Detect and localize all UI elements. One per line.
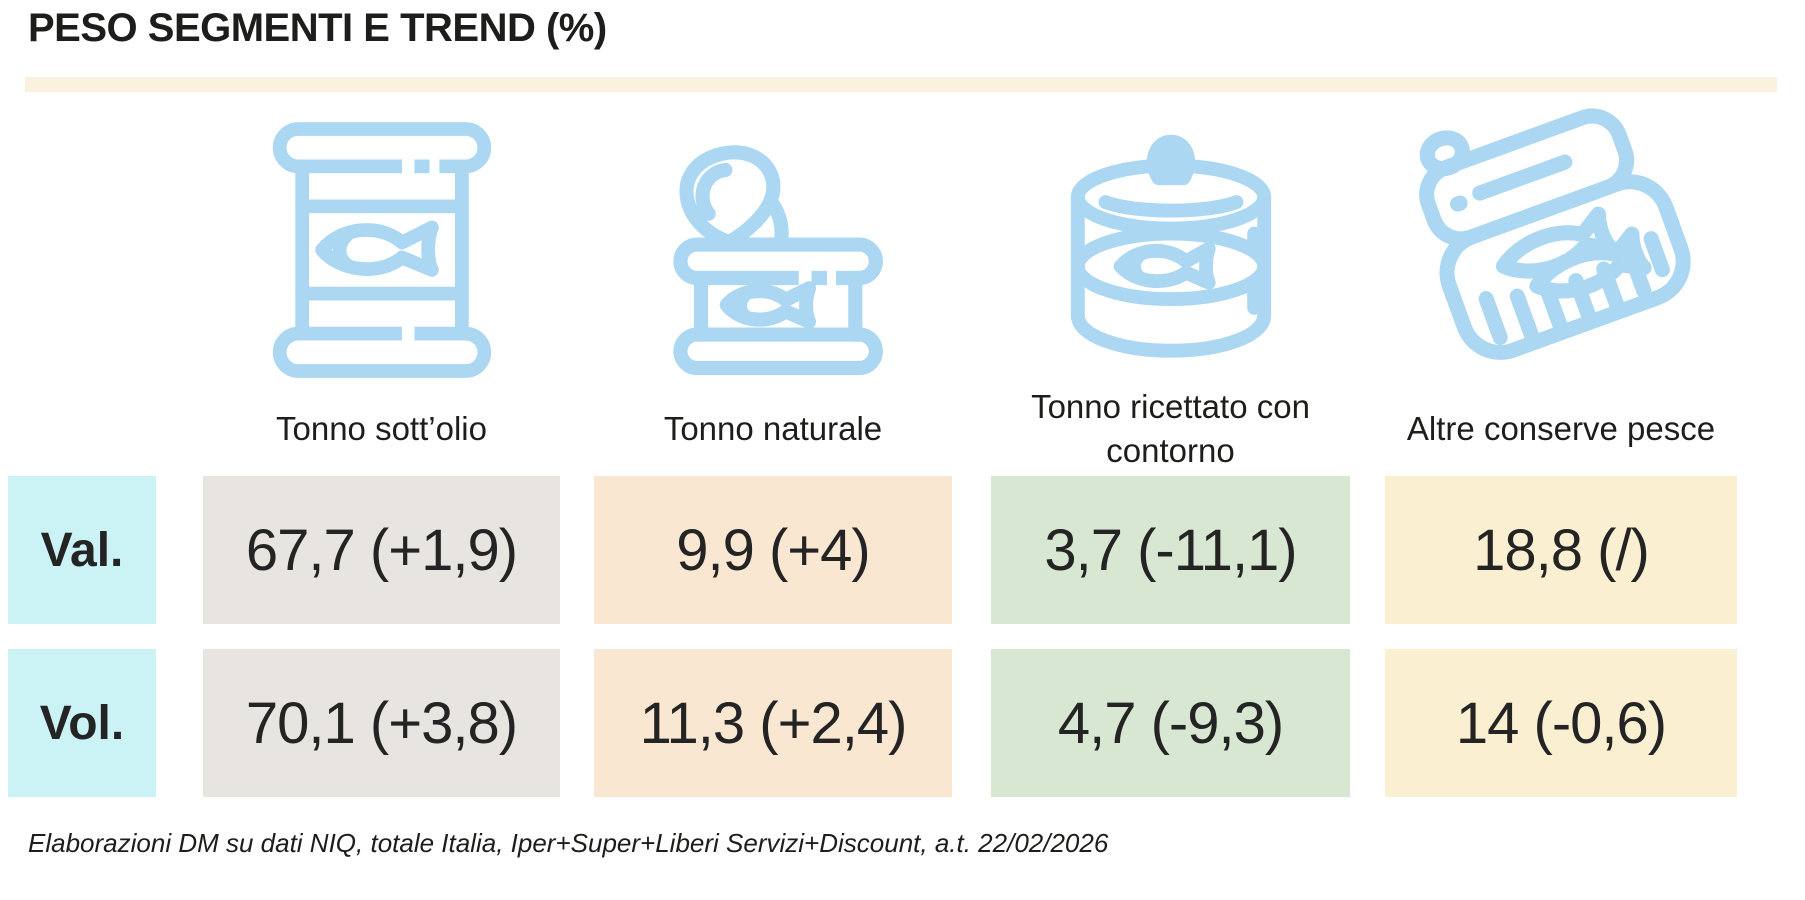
val-cell-tonno-sottolio: 67,7 (+1,9) [203, 476, 560, 624]
page-title: PESO SEGMENTI E TREND (%) [28, 6, 607, 50]
segment-column-tonno-sottolio: Tonno sott’olio [203, 96, 560, 472]
segment-column-tonno-naturale: Tonno naturale [594, 96, 952, 472]
source-note: Elaborazioni DM su dati NIQ, totale Ital… [28, 828, 1109, 858]
vol-cell-tonno-naturale: 11,3 (+2,4) [594, 649, 952, 797]
segment-label: Tonno ricettato con contorno [1031, 388, 1310, 469]
row-header-val: Val. [8, 476, 156, 624]
tall-tuna-can-icon [203, 96, 560, 386]
vol-cell-tonno-sottolio: 70,1 (+3,8) [203, 649, 560, 797]
vol-cell-altre-conserve: 14 (-0,6) [1385, 649, 1737, 797]
val-cell-tonno-ricettato: 3,7 (-11,1) [991, 476, 1350, 624]
segment-label: Altre conserve pesce [1406, 410, 1716, 447]
round-tuna-can-icon [991, 96, 1350, 386]
val-cell-altre-conserve: 18,8 (/) [1385, 476, 1737, 624]
segment-column-altre-conserve: Altre conserve pesce [1385, 96, 1737, 472]
sardine-tin-icon [1385, 96, 1737, 386]
opened-flat-tuna-can-icon [594, 96, 952, 386]
segment-column-tonno-ricettato: Tonno ricettato con contorno [991, 96, 1350, 472]
row-header-vol: Vol. [8, 649, 156, 797]
val-cell-tonno-naturale: 9,9 (+4) [594, 476, 952, 624]
title-underline-bar [25, 77, 1777, 92]
segment-label: Tonno naturale [663, 410, 883, 447]
segment-label: Tonno sott’olio [276, 410, 487, 447]
vol-cell-tonno-ricettato: 4,7 (-9,3) [991, 649, 1350, 797]
